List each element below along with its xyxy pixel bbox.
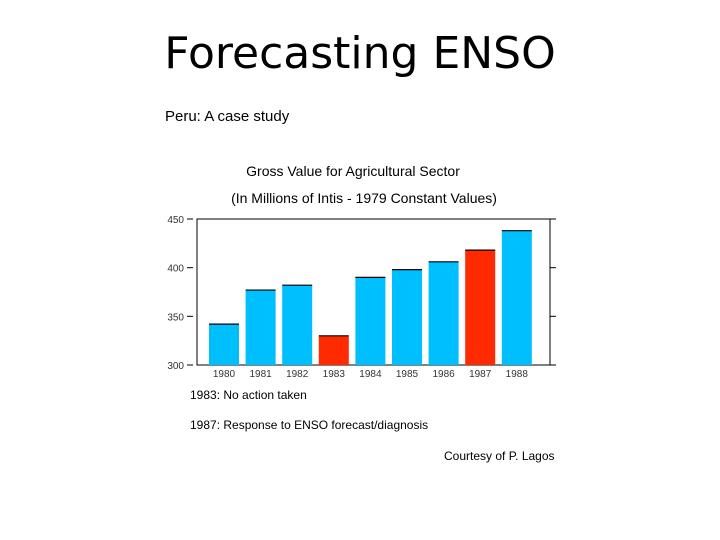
x-tick-label: 1984 bbox=[359, 369, 382, 380]
x-tick-label: 1987 bbox=[469, 369, 492, 380]
bar-1983 bbox=[318, 335, 349, 365]
chart-title: Gross Value for Agricultural Sector bbox=[246, 163, 460, 179]
bar-1984 bbox=[355, 277, 386, 365]
x-tick-label: 1985 bbox=[396, 369, 419, 380]
bar-1988 bbox=[501, 230, 532, 365]
x-tick-label: 1983 bbox=[323, 369, 346, 380]
annotation-1987: 1987: Response to ENSO forecast/diagnosi… bbox=[190, 418, 429, 432]
slide-subtitle: Peru: A case study bbox=[165, 108, 290, 125]
bar-1980 bbox=[209, 324, 239, 365]
x-tick-label: 1988 bbox=[506, 369, 529, 380]
y-tick-label: 300 bbox=[167, 361, 184, 372]
bar-1985 bbox=[392, 269, 422, 365]
x-tick-label: 1981 bbox=[249, 369, 272, 380]
bar-1981 bbox=[245, 290, 276, 365]
credit-text: Courtesy of P. Lagos bbox=[444, 449, 555, 463]
bar-1987 bbox=[465, 250, 496, 365]
annotation-1983: 1983: No action taken bbox=[190, 388, 307, 402]
x-tick-label: 1982 bbox=[286, 369, 309, 380]
x-tick-label: 1980 bbox=[213, 369, 236, 380]
chart-subtitle: (In Millions of Intis - 1979 Constant Va… bbox=[231, 190, 497, 206]
bar-1982 bbox=[282, 285, 313, 365]
y-tick-label: 400 bbox=[167, 264, 184, 275]
y-tick-label: 350 bbox=[167, 312, 184, 323]
x-tick-label: 1986 bbox=[432, 369, 455, 380]
slide-title: Forecasting ENSO bbox=[164, 28, 556, 79]
y-tick-label: 450 bbox=[167, 215, 184, 226]
bar-1986 bbox=[428, 261, 459, 365]
